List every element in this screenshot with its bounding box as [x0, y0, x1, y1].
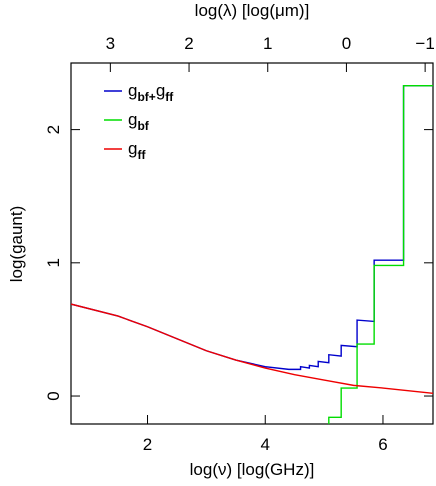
- x-tick-label: 4: [261, 435, 270, 454]
- legend-label-part: g: [128, 81, 137, 100]
- x2-tick-label: 3: [106, 34, 115, 53]
- x-tick-label: 2: [143, 435, 152, 454]
- y-tick-label: 1: [44, 258, 63, 267]
- series-line: [71, 303, 433, 395]
- series-line: [328, 84, 433, 424]
- legend-label-part: g: [156, 81, 165, 100]
- legend-label: gbf: [128, 110, 150, 133]
- y-axis-title: log(gaunt): [7, 206, 26, 283]
- legend-label-sub: ff: [137, 148, 146, 162]
- series-line: [71, 84, 433, 371]
- legend-label-sub: bf: [137, 119, 149, 133]
- legend-label-sub: bf+: [137, 90, 155, 104]
- plot-frame: [70, 62, 434, 425]
- legend-label: gbf+gff: [128, 81, 174, 104]
- x-axis-title: log(ν) [log(GHz)]: [190, 460, 315, 479]
- x2-tick-label: 0: [342, 34, 351, 53]
- legend-label-part: g: [128, 139, 137, 158]
- x2-axis-title: log(λ) [log(μm)]: [195, 1, 310, 20]
- legend-label: gff: [128, 139, 146, 162]
- x2-tick-label: 1: [263, 34, 272, 53]
- legend-label-sub: ff: [165, 90, 174, 104]
- legend-label-part: g: [128, 110, 137, 129]
- y-tick-label: 2: [44, 125, 63, 134]
- y-tick-label: 0: [44, 391, 63, 400]
- x2-tick-label: −1: [415, 34, 434, 53]
- x2-tick-label: 2: [184, 34, 193, 53]
- x-tick-label: 6: [378, 435, 387, 454]
